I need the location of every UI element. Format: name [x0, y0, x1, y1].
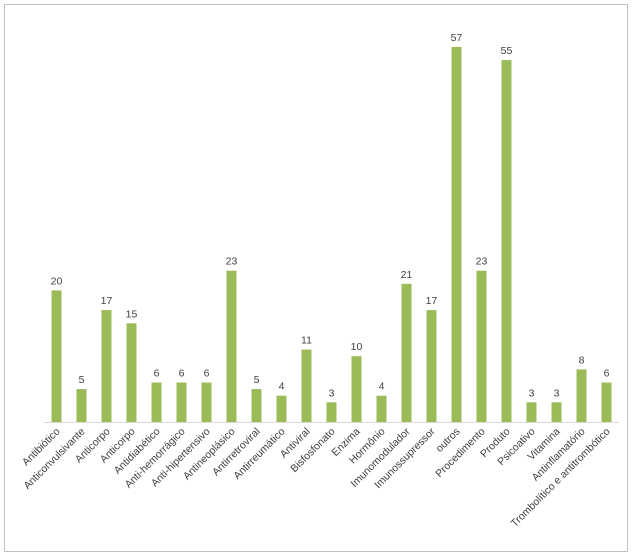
bar [601, 382, 612, 422]
bars-group [51, 46, 612, 423]
data-label: 3 [329, 387, 335, 399]
data-label: 55 [501, 45, 513, 57]
data-label: 23 [476, 256, 488, 268]
bar [151, 382, 162, 422]
data-label: 6 [204, 368, 210, 380]
data-label: 21 [401, 269, 413, 281]
data-label: 4 [379, 381, 385, 393]
data-label: 20 [51, 275, 63, 287]
bar [51, 290, 62, 422]
data-label: 8 [579, 354, 585, 366]
data-label: 10 [351, 341, 363, 353]
data-label: 3 [554, 387, 560, 399]
bar [301, 349, 312, 422]
data-label: 17 [101, 295, 113, 307]
data-label: 6 [154, 368, 160, 380]
bar [501, 60, 512, 422]
data-label: 5 [254, 374, 260, 386]
data-label: 57 [451, 32, 463, 44]
data-label: 4 [279, 381, 285, 393]
bar [276, 395, 287, 422]
bar [251, 389, 262, 422]
data-label: 3 [529, 387, 535, 399]
data-label: 5 [79, 374, 85, 386]
bar [551, 402, 562, 422]
data-label: 6 [604, 368, 610, 380]
bar [226, 270, 237, 422]
bar [201, 382, 212, 422]
value-labels-group: 20 5 17 15 6 6 6 23 5 4 11 3 10 4 21 17 57 23 55 3 3 8 6 [51, 32, 610, 399]
bar [526, 402, 537, 422]
data-label: 11 [301, 335, 312, 347]
data-label: 15 [126, 308, 138, 320]
data-label: 17 [426, 295, 438, 307]
bar [176, 382, 187, 422]
category-labels-group: AntibióticoAnticonvulsivanteAnticorpoAnt… [20, 425, 613, 529]
bar [126, 323, 137, 422]
chart-frame [4, 4, 628, 552]
bar [476, 270, 487, 422]
bar [401, 283, 412, 422]
bar [101, 310, 112, 422]
data-label: 23 [226, 256, 238, 268]
bar [76, 389, 87, 422]
bar [426, 310, 437, 422]
bar [376, 395, 387, 422]
data-label: 6 [179, 368, 185, 380]
bar [451, 46, 462, 423]
bar [326, 402, 337, 422]
bar [351, 356, 362, 422]
bar [576, 369, 587, 422]
